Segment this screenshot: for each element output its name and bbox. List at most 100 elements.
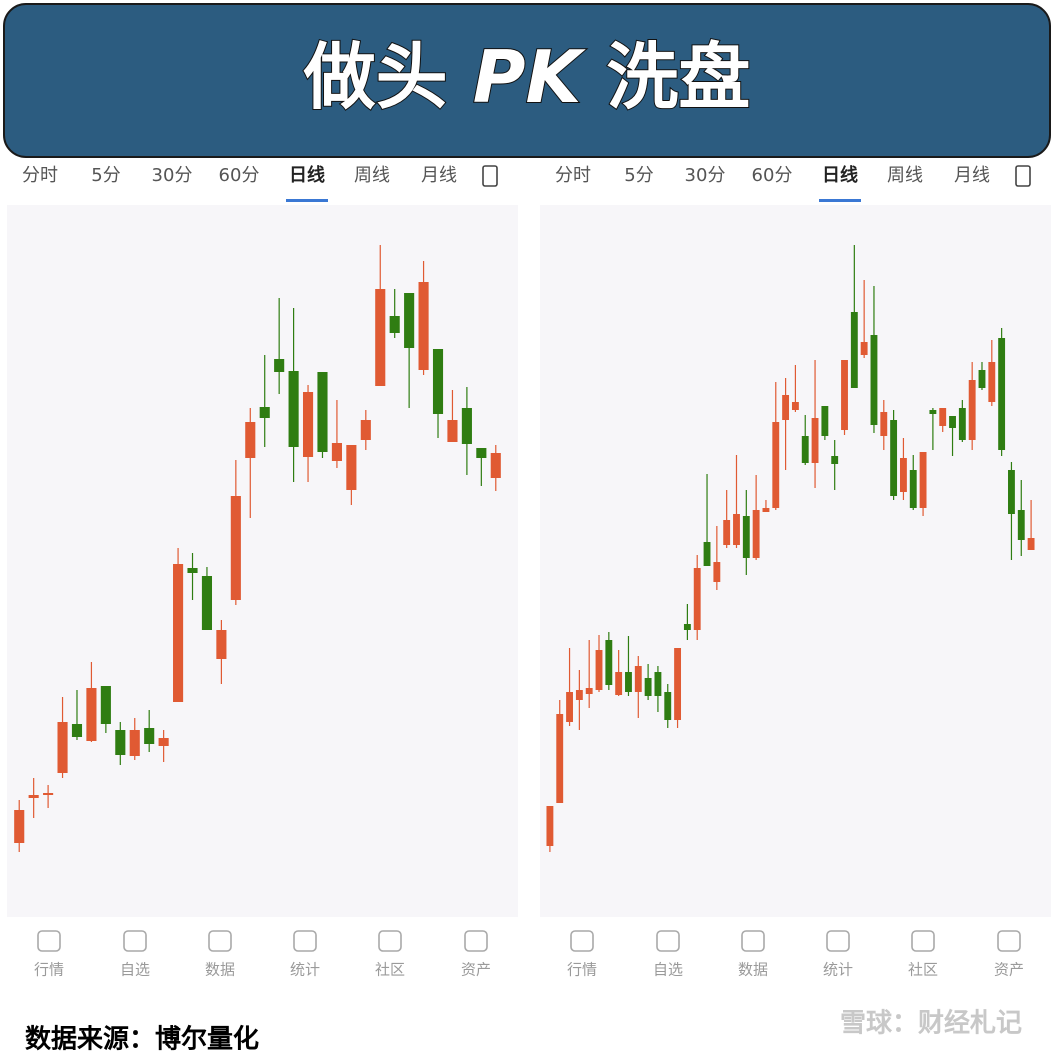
nav-icon[interactable] bbox=[208, 930, 232, 952]
candle-body bbox=[100, 686, 111, 724]
nav-label[interactable]: 自选 bbox=[653, 961, 683, 979]
nav-icon[interactable] bbox=[826, 930, 850, 952]
candle-body bbox=[782, 395, 790, 420]
candle-body bbox=[752, 510, 760, 558]
candle-body bbox=[360, 420, 371, 440]
nav-icon[interactable] bbox=[37, 930, 61, 952]
candle-body bbox=[1008, 470, 1015, 514]
tab[interactable]: 5分 bbox=[624, 165, 653, 186]
nav-icon[interactable] bbox=[464, 930, 488, 952]
nav-label[interactable]: 行情 bbox=[567, 961, 597, 979]
candle-body bbox=[860, 342, 868, 355]
nav-icon[interactable] bbox=[378, 930, 402, 952]
candle-body bbox=[762, 508, 770, 512]
candle-body bbox=[1027, 538, 1035, 550]
candle-body bbox=[389, 316, 400, 333]
nav-icon[interactable] bbox=[911, 930, 935, 952]
nav-label[interactable]: 数据 bbox=[205, 961, 235, 979]
rotate-icon[interactable] bbox=[482, 165, 498, 187]
candle-body bbox=[654, 672, 662, 696]
tab[interactable]: 60分 bbox=[219, 165, 260, 186]
candle-body bbox=[158, 738, 169, 746]
candle-body bbox=[546, 806, 554, 846]
tab-indicator bbox=[819, 199, 861, 202]
nav-icon[interactable] bbox=[293, 930, 317, 952]
tab[interactable]: 月线 bbox=[421, 165, 457, 186]
nav-icon[interactable] bbox=[656, 930, 680, 952]
candle-body bbox=[831, 456, 839, 464]
candle-body bbox=[144, 728, 155, 744]
chart-panel bbox=[7, 205, 518, 917]
candle-body bbox=[418, 282, 429, 370]
tab[interactable]: 分时 bbox=[22, 165, 58, 186]
source: 数据来源：博尔量化 bbox=[25, 1024, 259, 1055]
nav-label[interactable]: 数据 bbox=[738, 961, 768, 979]
candle-body bbox=[978, 370, 986, 388]
candle-body bbox=[890, 420, 898, 496]
candle-body bbox=[693, 568, 701, 630]
nav-label[interactable]: 行情 bbox=[34, 961, 64, 979]
candle-body bbox=[664, 692, 672, 720]
tab[interactable]: 30分 bbox=[685, 165, 726, 186]
nav-icon[interactable] bbox=[741, 930, 765, 952]
candle-body bbox=[791, 402, 799, 410]
tab[interactable]: 日线 bbox=[822, 164, 858, 186]
candle-body bbox=[929, 410, 937, 414]
nav-label[interactable]: 资产 bbox=[461, 961, 491, 979]
candle-body bbox=[115, 730, 126, 755]
nav-icon[interactable] bbox=[123, 930, 147, 952]
candle-body bbox=[634, 666, 642, 692]
candle-body bbox=[259, 407, 270, 418]
tab[interactable]: 周线 bbox=[354, 165, 390, 186]
candle-body bbox=[346, 445, 357, 490]
candle-body bbox=[28, 795, 39, 798]
tab[interactable]: 周线 bbox=[887, 165, 923, 186]
candle-body bbox=[556, 714, 564, 803]
candle-body bbox=[949, 416, 956, 428]
candle-body bbox=[187, 568, 198, 573]
candle-body bbox=[605, 640, 613, 685]
candle-body bbox=[919, 452, 927, 508]
candle-body bbox=[201, 576, 213, 630]
candle-body bbox=[683, 624, 691, 630]
candle-body bbox=[939, 408, 947, 426]
candle-body bbox=[230, 496, 241, 600]
tab[interactable]: 30分 bbox=[152, 165, 193, 186]
candle-body bbox=[585, 688, 593, 694]
tab[interactable]: 月线 bbox=[954, 165, 990, 186]
candle-body bbox=[713, 562, 721, 582]
candle-body bbox=[71, 724, 83, 737]
chart-panel bbox=[540, 205, 1051, 917]
candle-body bbox=[432, 349, 444, 414]
nav-label[interactable]: 统计 bbox=[823, 961, 853, 979]
candle-body bbox=[375, 289, 386, 386]
title-part: PK bbox=[473, 35, 587, 119]
candle-body bbox=[742, 516, 750, 558]
tab[interactable]: 5分 bbox=[91, 165, 120, 186]
candle-body bbox=[958, 408, 966, 440]
candle-body bbox=[644, 678, 652, 696]
tab[interactable]: 60分 bbox=[752, 165, 793, 186]
nav-label[interactable]: 自选 bbox=[120, 961, 150, 979]
nav-icon[interactable] bbox=[997, 930, 1021, 952]
title: 做头 PK 洗盘 bbox=[303, 35, 751, 119]
candle-body bbox=[14, 810, 25, 843]
watermark: 雪球：财经札记 bbox=[840, 1008, 1022, 1039]
tab[interactable]: 日线 bbox=[289, 164, 325, 186]
nav-label[interactable]: 社区 bbox=[908, 961, 938, 979]
nav-icon[interactable] bbox=[570, 930, 594, 952]
rotate-icon[interactable] bbox=[1015, 165, 1031, 187]
nav-label[interactable]: 资产 bbox=[994, 961, 1024, 979]
candle-body bbox=[880, 412, 888, 436]
candle-body bbox=[772, 422, 780, 508]
nav-label[interactable]: 统计 bbox=[290, 961, 320, 979]
nav-label[interactable]: 社区 bbox=[375, 961, 405, 979]
tab[interactable]: 分时 bbox=[555, 165, 591, 186]
candle-body bbox=[57, 722, 68, 773]
candle-body bbox=[850, 312, 858, 388]
candle-body bbox=[595, 650, 603, 690]
candle-body bbox=[909, 470, 917, 508]
candle-body bbox=[1017, 510, 1025, 540]
candle-body bbox=[703, 542, 711, 566]
